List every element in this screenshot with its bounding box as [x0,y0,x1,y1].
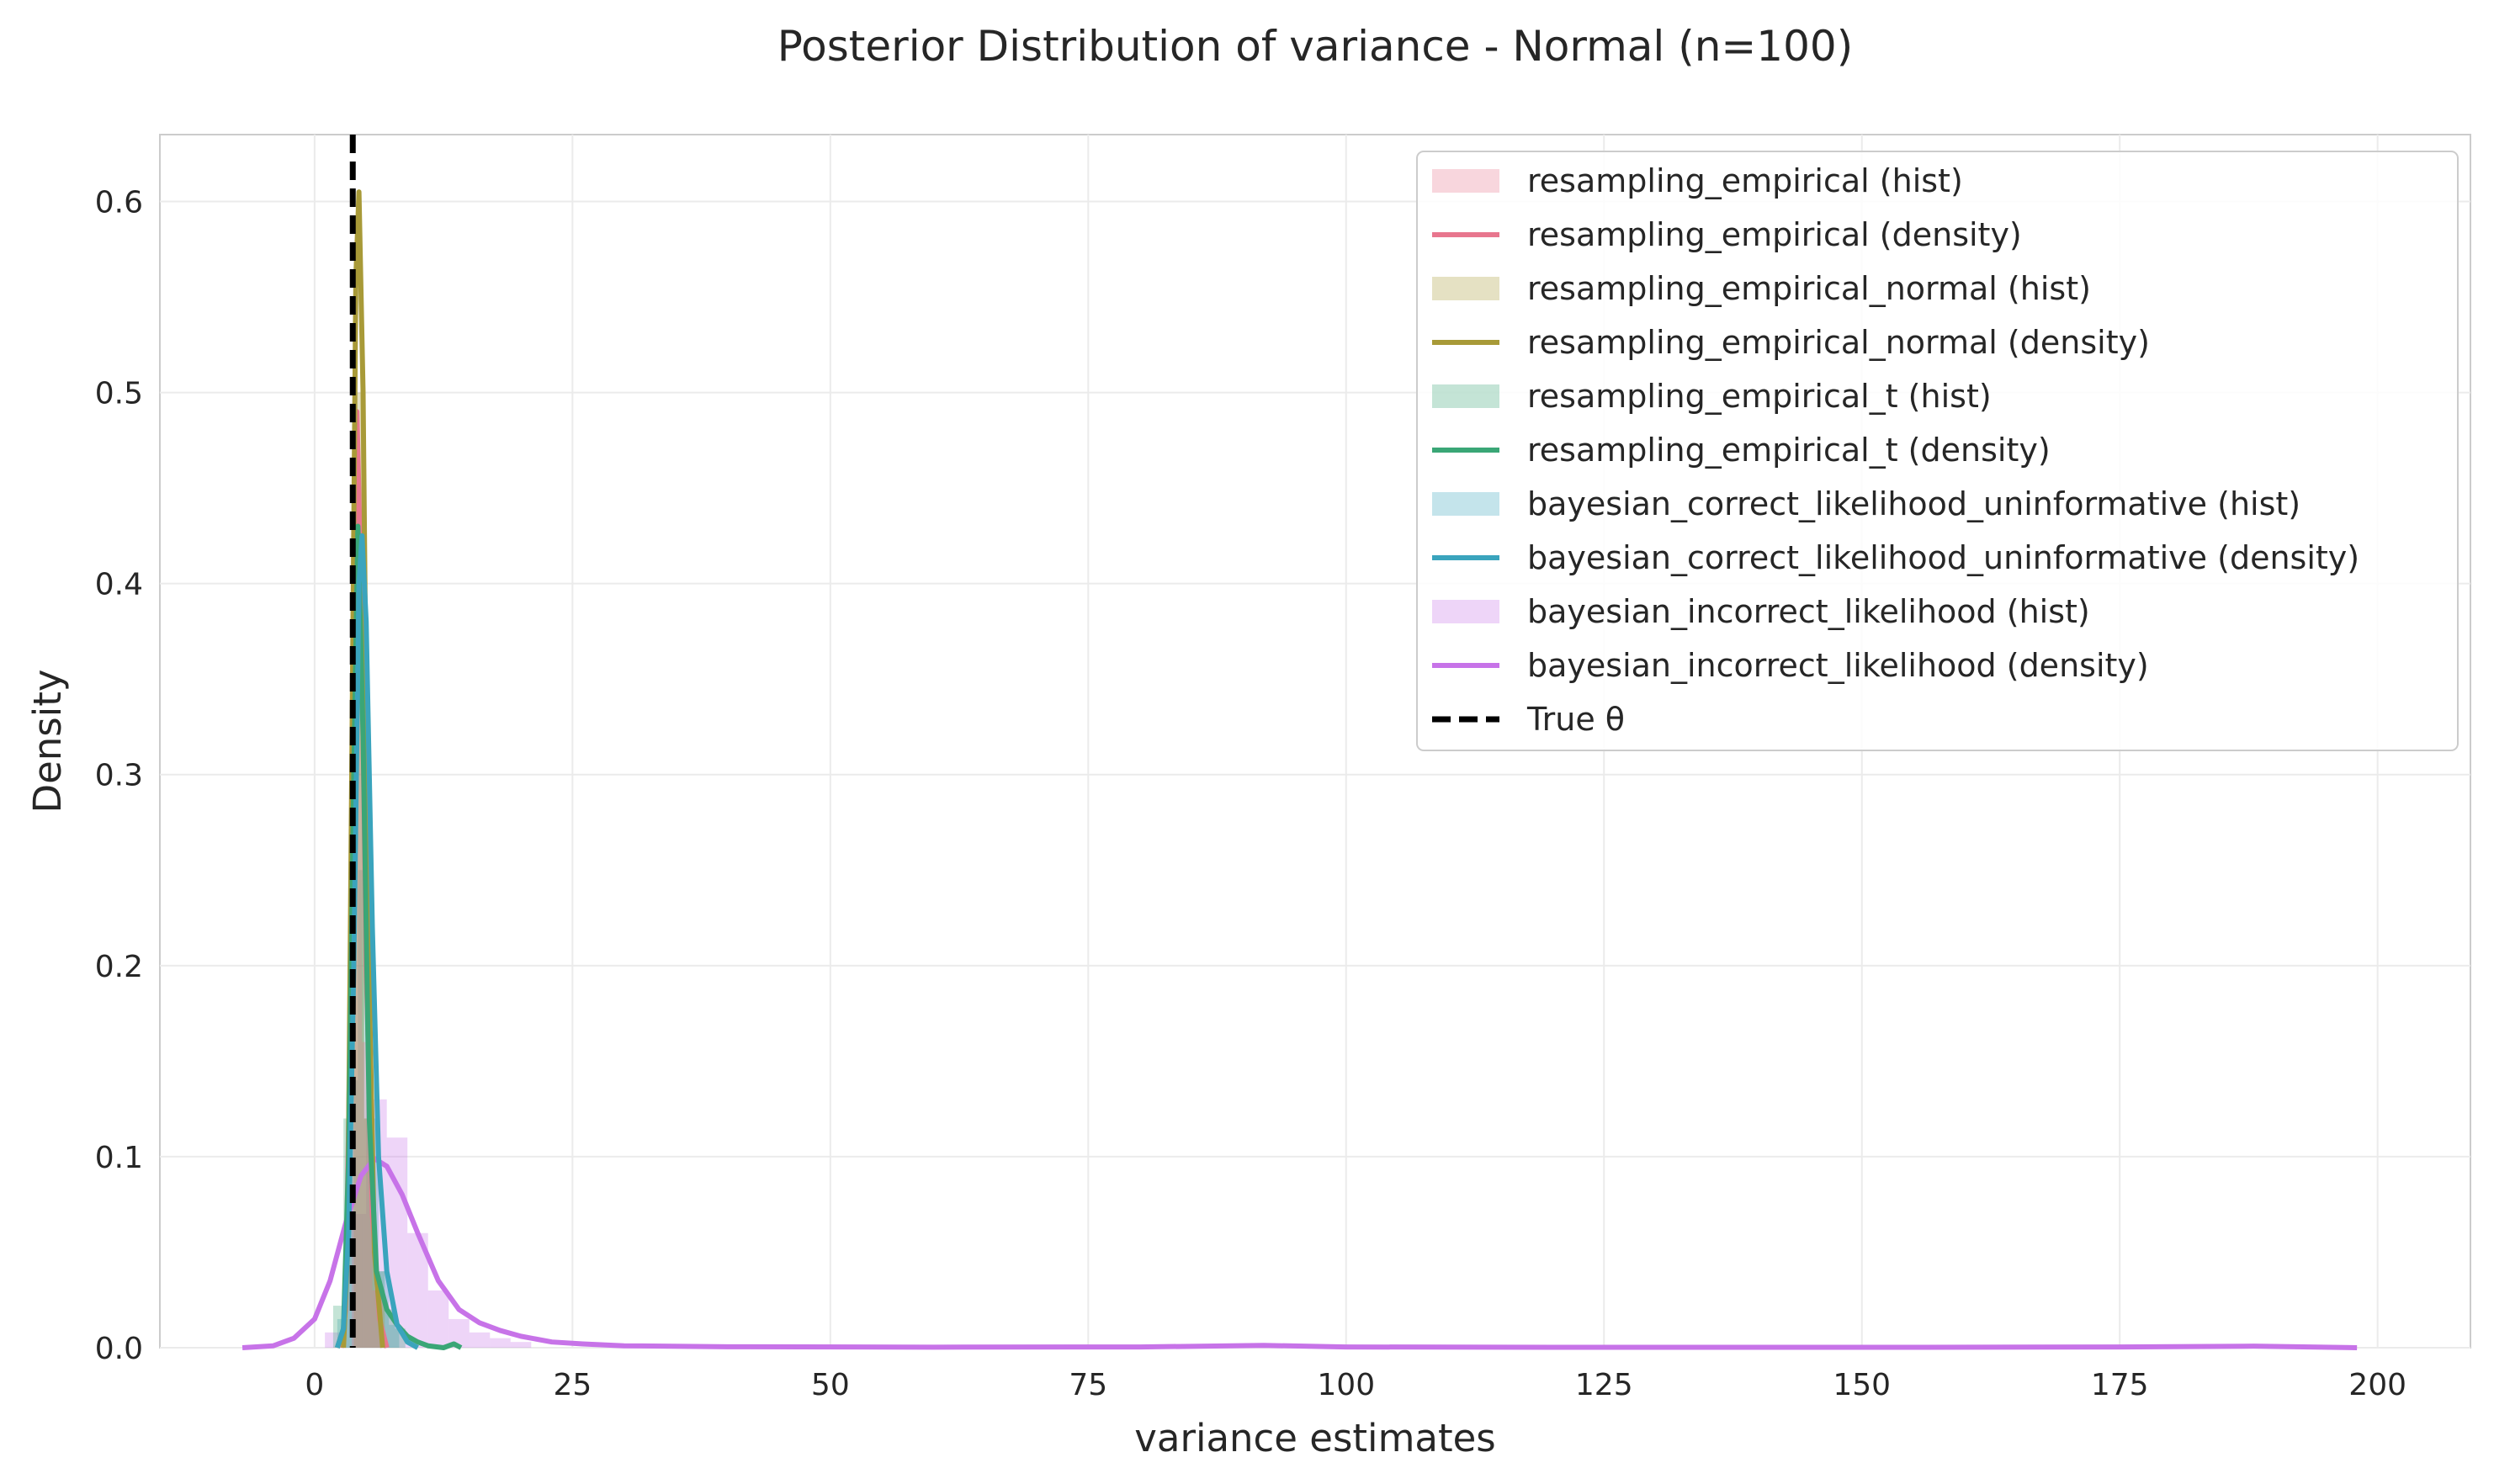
legend: resampling_empirical (hist) resampling_em… [1416,151,2459,751]
hist-bar [510,1342,532,1348]
hist-bar [469,1332,491,1348]
y-ticks: 0.0 0.1 0.2 0.3 0.4 0.5 0.6 [95,185,143,1366]
legend-swatch-hist [1432,277,1499,300]
hist-bar [490,1338,511,1348]
x-tick-label: 0 [305,1368,324,1402]
legend-swatch-hist [1432,169,1499,193]
legend-label: bayesian_incorrect_likelihood (density) [1527,647,2149,684]
x-tick-label: 200 [2348,1368,2406,1402]
x-tick-label: 50 [811,1368,850,1402]
x-tick-label: 100 [1317,1368,1375,1402]
x-tick-label: 25 [553,1368,592,1402]
y-tick-label: 0.3 [95,759,143,793]
legend-label: resampling_empirical_t (density) [1527,432,2051,469]
legend-label: bayesian_incorrect_likelihood (hist) [1527,593,2090,630]
density-line [334,533,419,1350]
hist-bar [427,1290,449,1348]
legend-label: bayesian_correct_likelihood_uninformativ… [1527,485,2300,522]
chart-title: Posterior Distribution of variance - Nor… [777,22,1853,71]
legend-label: True θ [1526,701,1625,738]
density-line [334,523,463,1350]
legend-label: resampling_empirical (density) [1527,216,2022,253]
legend-label: resampling_empirical_normal (density) [1527,324,2150,361]
hist-bar [389,1324,400,1348]
y-axis-label: Density [25,669,70,813]
y-tick-label: 0.0 [95,1332,143,1366]
legend-label: bayesian_correct_likelihood_uninformativ… [1527,539,2359,576]
legend-label: resampling_empirical_normal (hist) [1527,270,2091,307]
y-tick-label: 0.4 [95,568,143,602]
y-tick-label: 0.1 [95,1141,143,1175]
legend-swatch-hist [1432,492,1499,516]
legend-box [1416,151,2459,751]
x-tick-label: 150 [1833,1368,1891,1402]
y-tick-label: 0.2 [95,950,143,984]
legend-label: resampling_empirical (hist) [1527,162,1963,199]
y-tick-label: 0.5 [95,377,143,411]
density-curves [241,189,2358,1350]
legend-swatch-hist [1432,600,1499,623]
legend-label: resampling_empirical_t (hist) [1527,378,1992,415]
x-tick-label: 125 [1575,1368,1633,1402]
x-ticks: 0 25 50 75 100 125 150 175 200 [305,1368,2406,1402]
density-line [241,1156,2358,1350]
y-tick-label: 0.6 [95,185,143,220]
x-tick-label: 75 [1069,1368,1107,1402]
legend-swatch-hist [1432,384,1499,408]
legend-items: resampling_empirical (hist) resampling_em… [1432,162,2359,738]
x-tick-label: 175 [2091,1368,2149,1402]
x-axis-label: variance estimates [1134,1416,1496,1460]
